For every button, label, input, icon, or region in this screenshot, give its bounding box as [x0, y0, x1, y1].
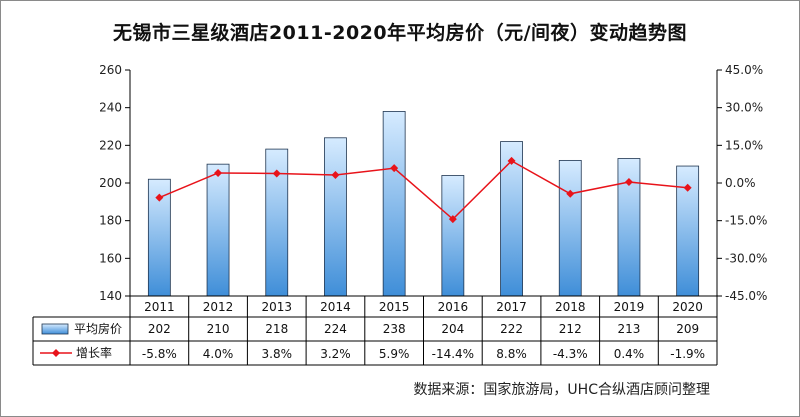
- x-tick-label: 2020: [672, 300, 703, 314]
- x-tick-label: 2011: [144, 300, 175, 314]
- growth-point-2012: [214, 168, 223, 177]
- x-tick-label: 2019: [614, 300, 645, 314]
- table-price-value: 209: [676, 322, 699, 336]
- table-price-value: 222: [500, 322, 523, 336]
- bar-2018: [558, 159, 582, 297]
- table-price-value: 238: [383, 322, 406, 336]
- y-right-tick-label: 45.0%: [725, 63, 763, 77]
- table-growth-value: -4.3%: [553, 347, 588, 361]
- growth-point-2017: [507, 156, 516, 165]
- table-growth-value: 0.4%: [614, 347, 645, 361]
- bar-2012: [206, 163, 230, 297]
- chart-title: 无锡市三星级酒店2011-2020年平均房价（元/间夜）变动趋势图: [112, 22, 688, 44]
- x-tick-label: 2013: [261, 300, 292, 314]
- growth-point-2011: [155, 193, 164, 202]
- x-tick-label: 2018: [555, 300, 586, 314]
- source-note: 数据来源：国家旅游局，UHC合纵酒店顾问整理: [413, 382, 710, 398]
- table-price-value: 210: [207, 322, 230, 336]
- growth-point-2020: [683, 183, 692, 192]
- x-tick-label: 2014: [320, 300, 351, 314]
- growth-line: [159, 159, 688, 221]
- y-left-tick-label: 220: [99, 138, 122, 152]
- growth-point-2014: [331, 170, 340, 179]
- table-price-value: 204: [441, 322, 464, 336]
- table-growth-value: -14.4%: [432, 347, 474, 361]
- growth-point-2016: [448, 215, 457, 224]
- y-right-tick-label: 30.0%: [725, 101, 763, 115]
- table-growth-value: -1.9%: [670, 347, 705, 361]
- x-tick-label: 2012: [203, 300, 234, 314]
- x-tick-label: 2015: [379, 300, 410, 314]
- bar-2016: [441, 175, 465, 297]
- y-left-tick-label: 260: [99, 63, 122, 77]
- legend-line-label: 增长率: [76, 345, 112, 360]
- y-right-tick-label: -15.0%: [725, 214, 767, 228]
- y-right-tick-label: -30.0%: [725, 251, 767, 265]
- y-left-tick-label: 180: [99, 214, 122, 228]
- y-right-tick-label: -45.0%: [725, 289, 767, 303]
- table-price-value: 218: [265, 322, 288, 336]
- table-growth-value: 3.8%: [262, 347, 293, 361]
- bar-2014: [324, 137, 347, 297]
- growth-point-2015: [390, 164, 399, 173]
- growth-point-2013: [272, 169, 281, 178]
- growth-point-2019: [624, 177, 633, 186]
- table-growth-value: 4.0%: [203, 347, 234, 361]
- table-growth-value: 3.2%: [320, 347, 351, 361]
- legend-bar-label: 平均房价: [74, 321, 122, 336]
- table-price-value: 202: [148, 322, 171, 336]
- x-tick-label: 2016: [438, 300, 469, 314]
- table-growth-value: 5.9%: [379, 347, 410, 361]
- table-price-value: 213: [617, 322, 640, 336]
- x-tick-label: 2017: [496, 300, 527, 314]
- y-right-tick-label: 0.0%: [725, 176, 756, 190]
- y-left-tick-label: 160: [99, 251, 122, 265]
- table-growth-value: -5.8%: [142, 347, 177, 361]
- table-growth-value: 8.8%: [496, 347, 527, 361]
- y-left-tick-label: 200: [99, 176, 122, 190]
- growth-point-2018: [566, 189, 575, 198]
- y-right-tick-label: 15.0%: [725, 138, 763, 152]
- table-price-value: 224: [324, 322, 347, 336]
- y-left-tick-label: 140: [99, 289, 122, 303]
- bar-2015: [382, 111, 406, 297]
- y-left-tick-label: 240: [99, 101, 122, 115]
- legend-line-marker: [52, 349, 60, 357]
- legend-bar-swatch: [41, 323, 69, 335]
- table-price-value: 212: [559, 322, 582, 336]
